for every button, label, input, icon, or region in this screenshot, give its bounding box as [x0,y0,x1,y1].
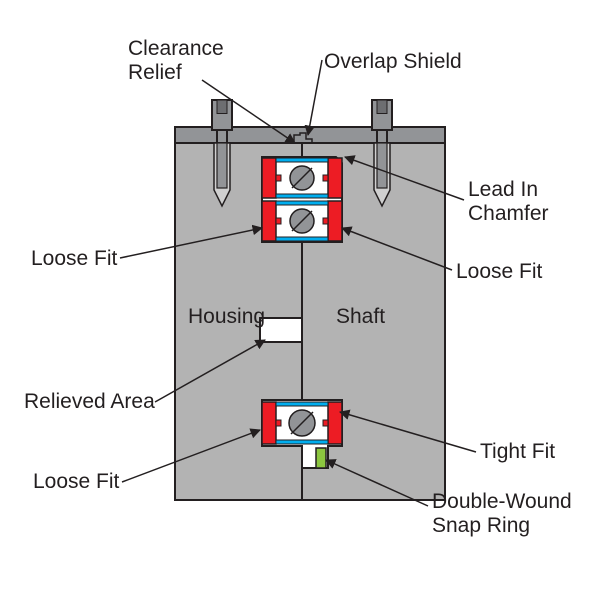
bolt-1 [212,100,232,206]
region-label-housing: Housing [188,305,265,329]
region-label-shaft: Shaft [336,305,385,329]
label-clearance-relief: ClearanceRelief [128,37,224,85]
bolt-2 [372,100,392,206]
snap-ring [316,448,326,468]
upper-bearing-pair [262,158,342,241]
label-tight-fit: Tight Fit [480,440,555,464]
label-relieved-area: Relieved Area [24,390,155,414]
label-loose-fit-lower-left: Loose Fit [33,470,119,494]
label-overlap-shield: Overlap Shield [324,50,462,74]
label-loose-fit-upper-left: Loose Fit [31,247,117,271]
label-loose-fit-upper-right: Loose Fit [456,260,542,284]
label-lead-in-chamfer: Lead InChamfer [468,178,549,226]
lower-bearing [262,402,342,444]
label-double-wound-snap-ring: Double-WoundSnap Ring [432,490,572,538]
leader-overlap-shield [308,60,322,135]
